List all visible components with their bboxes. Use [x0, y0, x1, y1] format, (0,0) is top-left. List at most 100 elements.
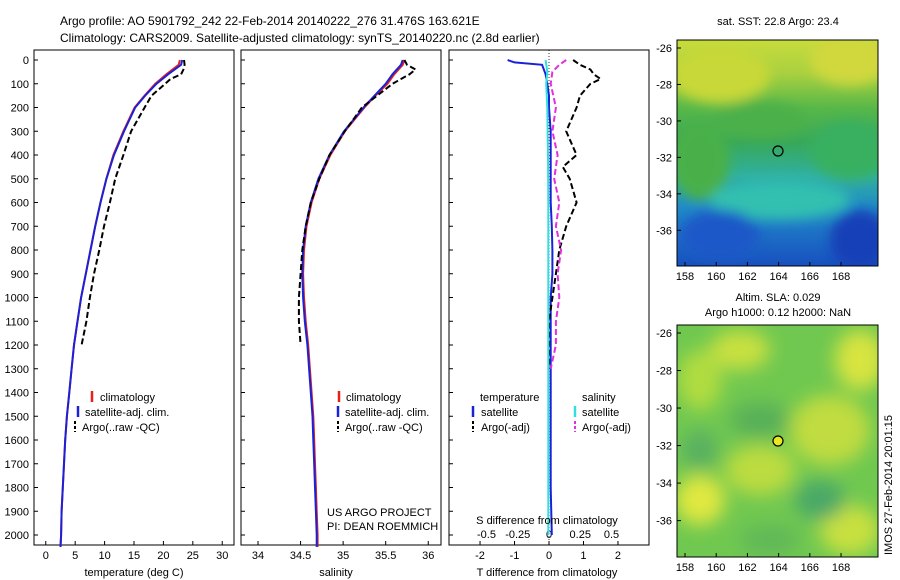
sla-map-image — [677, 325, 878, 557]
depth-tick-label: 500 — [11, 174, 29, 186]
depth-tick-label: 1200 — [5, 340, 29, 352]
legend-climatology: climatology — [346, 392, 402, 404]
difference-top-label: S difference from climatology — [476, 515, 618, 527]
salinity-difference-tick-label: -0.5 — [477, 529, 496, 541]
difference-x-label: T difference from climatology — [477, 567, 618, 579]
salinity-x-axis: 34 34.5 35 35.5 36 — [252, 541, 434, 562]
series-line-argo-raw-qc- — [80, 59, 186, 346]
depth-tick-label: 1600 — [5, 435, 29, 447]
temperature-panel: 0100200300400500600700800900100011001200… — [5, 49, 453, 579]
depth-tick-label: 800 — [11, 245, 29, 257]
sla-x-tick-label: 166 — [801, 562, 819, 574]
difference-series — [507, 59, 603, 536]
salinity-tick-label: 34 — [252, 550, 264, 562]
legend-temp-argo: Argo(-adj) — [481, 422, 530, 434]
sla-map-frame — [676, 324, 879, 558]
sla-title-1: Altim. SLA: 0.029 — [736, 292, 821, 304]
salinity-legend: climatology satellite-adj. clim. Argo(..… — [336, 391, 429, 434]
header-line-1: Argo profile: AO 5901792_242 22-Feb-2014… — [60, 14, 480, 28]
temperature-difference-tick-label: -1 — [510, 550, 520, 562]
header-line-2: Climatology: CARS2009. Satellite-adjuste… — [60, 31, 540, 45]
legend-sal-satellite: satellite — [582, 407, 619, 419]
sla-x-tick-label: 168 — [832, 562, 850, 574]
temperature-tick-label: 0 — [43, 550, 49, 562]
sla-y-tick-label: -28 — [656, 366, 672, 378]
depth-tick-label: 400 — [11, 150, 29, 162]
salinity-tick-label: 35 — [337, 550, 349, 562]
temperature-x-label: temperature (deg C) — [84, 567, 183, 579]
sst-y-tick-label: -26 — [656, 43, 672, 55]
depth-tick-label: 700 — [11, 221, 29, 233]
credit-pi: PI: DEAN ROEMMICH — [327, 521, 438, 533]
sla-y-tick-label: -32 — [656, 441, 672, 453]
series-line-satellite-adj-clim- — [301, 59, 404, 547]
temperature-tick-label: 5 — [72, 550, 78, 562]
sst-y-tick-label: -36 — [656, 225, 672, 237]
temperature-tick-label: 25 — [187, 550, 199, 562]
legend-salinity-title: salinity — [582, 392, 616, 404]
temperature-x-axis: 0 5 10 15 20 25 30 — [43, 541, 228, 562]
temperature-tick-label: 15 — [128, 550, 140, 562]
series-line-argo-raw-qc- — [297, 59, 418, 346]
legend-temp-satellite: satellite — [481, 407, 518, 419]
depth-tick-label: 1300 — [5, 364, 29, 376]
sla-map-panel: Altim. SLA: 0.029 Argo h1000: 0.12 h2000… — [656, 292, 879, 574]
salinity-tick-label: 36 — [422, 550, 434, 562]
series-line-salinity-satellite — [544, 59, 550, 535]
legend-sal-argo: Argo(-adj) — [582, 422, 631, 434]
salinity-series — [297, 59, 418, 547]
salinity-panel: 34 34.5 35 35.5 36 salinity climatology sate… — [240, 49, 442, 579]
salinity-difference-tick-label: 0.25 — [570, 529, 591, 541]
depth-tick-label: 200 — [11, 103, 29, 115]
depth-tick-label: 900 — [11, 269, 29, 281]
sla-x-tick-label: 160 — [707, 562, 725, 574]
sst-map-image — [677, 40, 878, 266]
sla-x-tick-label: 164 — [769, 562, 787, 574]
salinity-difference-tick-label: -0.25 — [505, 529, 530, 541]
salinity-tick-label: 35.5 — [375, 550, 396, 562]
sst-y-tick-label: -28 — [656, 79, 672, 91]
difference-x-axis: -2 -1 0 1 2 — [475, 541, 621, 562]
argo-position-marker — [772, 435, 784, 447]
difference-legend: temperature satellite Argo(-adj) salinit… — [471, 392, 631, 434]
series-line-climatology — [302, 59, 406, 547]
sst-title: sat. SST: 22.8 Argo: 23.4 — [717, 16, 839, 28]
sla-y-tick-label: -30 — [656, 403, 672, 415]
sla-y-tick-label: -26 — [656, 328, 672, 340]
sst-y-axis: -26 -28 -30 -32 -34 -36 — [656, 43, 681, 237]
sla-y-tick-label: -36 — [656, 516, 672, 528]
temperature-legend: climatology satellite-adj. clim. Argo(..… — [74, 391, 169, 434]
salinity-axes-frame — [240, 49, 442, 546]
depth-tick-label: 1100 — [5, 316, 29, 328]
sst-x-tick-label: 160 — [707, 271, 725, 283]
temperature-tick-label: 10 — [98, 550, 110, 562]
sst-x-tick-label: 168 — [832, 271, 850, 283]
legend-climatology: climatology — [100, 392, 156, 404]
sst-y-tick-label: -34 — [656, 189, 672, 201]
series-line-climatology — [59, 59, 181, 547]
legend-argo: Argo(..raw -QC) — [345, 422, 423, 434]
temperature-difference-tick-label: 0 — [546, 550, 552, 562]
series-line-salinity-argo-adj- — [549, 59, 567, 370]
sst-x-tick-label: 158 — [676, 271, 694, 283]
depth-tick-label: 600 — [11, 198, 29, 210]
legend-satellite: satellite-adj. clim. — [345, 407, 429, 419]
sla-x-tick-label: 162 — [738, 562, 756, 574]
credit-project: US ARGO PROJECT — [327, 507, 432, 519]
depth-tick-label: 1400 — [5, 388, 29, 400]
argo-position-marker — [772, 145, 784, 157]
sla-x-axis: 158 160 162 164 166 168 — [676, 553, 850, 574]
sla-y-axis: -26 -28 -30 -32 -34 -36 — [656, 328, 681, 528]
series-line-temperature-satellite — [507, 59, 554, 536]
legend-satellite: satellite-adj. clim. — [85, 407, 169, 419]
sst-y-tick-label: -30 — [656, 116, 672, 128]
sst-y-tick-label: -32 — [656, 152, 672, 164]
depth-tick-label: 100 — [11, 79, 29, 91]
difference-panel: -2 -1 0 1 2 -0.5 -0.25 0 0.25 0.5 T difference f… — [448, 49, 650, 579]
depth-tick-label: 2000 — [5, 530, 29, 542]
sst-map-panel: sat. SST: 22.8 Argo: 23.4 -26 -28 -30 -32 -3… — [656, 16, 879, 283]
difference-top-axis: -0.5 -0.25 0 0.25 0.5 — [477, 529, 619, 541]
depth-tick-label: 300 — [11, 126, 29, 138]
depth-tick-label: 0 — [23, 55, 29, 67]
